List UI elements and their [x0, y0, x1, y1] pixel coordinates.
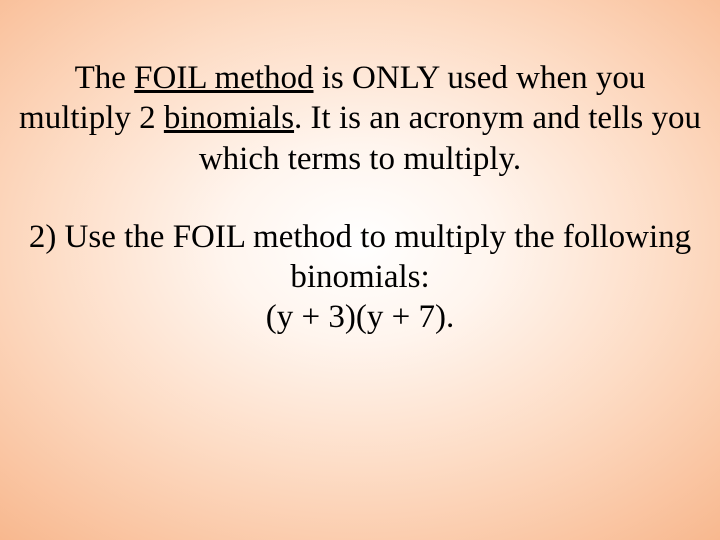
slide-container: The FOIL method is ONLY used when you mu… — [0, 0, 720, 540]
problem-expression: (y + 3)(y + 7). — [266, 299, 454, 335]
underline-binomials: binomials — [164, 100, 294, 136]
paragraph-problem: 2) Use the FOIL method to multiply the f… — [16, 217, 704, 338]
underline-foil-method: FOIL method — [134, 60, 313, 96]
problem-prompt: 2) Use the FOIL method to multiply the f… — [29, 219, 691, 295]
paragraph-intro: The FOIL method is ONLY used when you mu… — [16, 58, 704, 179]
text-fragment: The — [75, 60, 135, 96]
